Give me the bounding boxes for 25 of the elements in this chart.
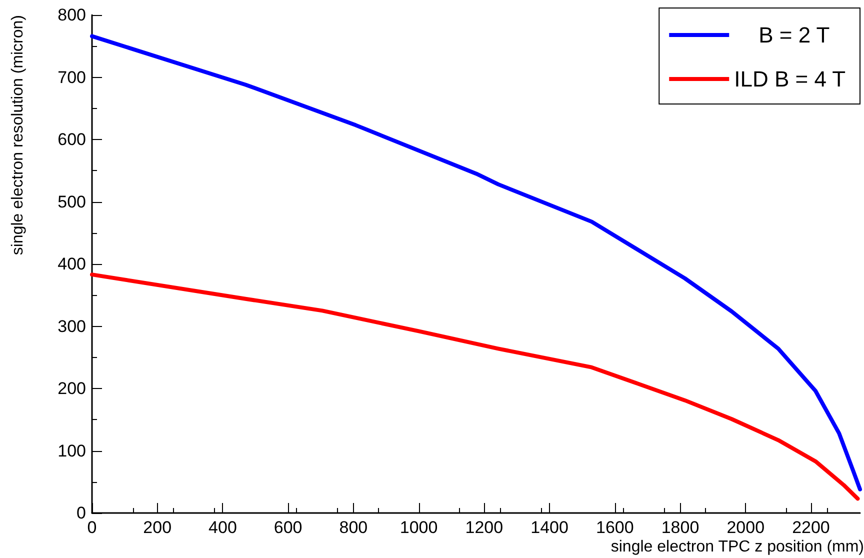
legend-label: ILD B = 4 T (734, 66, 846, 92)
y-axis-title: single electron resolution (micron) (10, 14, 26, 256)
x-tick-label: 2000 (726, 518, 765, 537)
x-tick-label: 600 (274, 518, 302, 537)
y-tick-label: 600 (58, 130, 86, 149)
x-tick-label: 1000 (400, 518, 438, 537)
x-tick-label: 800 (339, 518, 368, 537)
x-tick-label: 1600 (596, 518, 634, 537)
x-tick-label: 1400 (530, 518, 568, 537)
x-axis-title: single electron TPC z position (mm) (610, 538, 864, 556)
y-tick-label: 0 (76, 504, 86, 522)
y-tick-label: 500 (58, 192, 86, 212)
y-tick-label: 300 (58, 316, 86, 336)
y-tick-label: 100 (58, 441, 86, 460)
y-tick-label: 800 (58, 6, 86, 24)
y-tick-label: 700 (58, 68, 86, 87)
x-tick-label: 1200 (465, 518, 504, 537)
legend-label: B = 2 T (734, 22, 830, 48)
y-tick-label: 200 (58, 379, 86, 398)
y-tick-label: 400 (58, 254, 86, 274)
x-tick-label: 1800 (661, 518, 700, 537)
x-tick-label: 2200 (792, 518, 830, 537)
line-series (90, 272, 860, 501)
x-tick-label: 200 (143, 518, 172, 537)
x-tick-label: 400 (208, 518, 237, 537)
